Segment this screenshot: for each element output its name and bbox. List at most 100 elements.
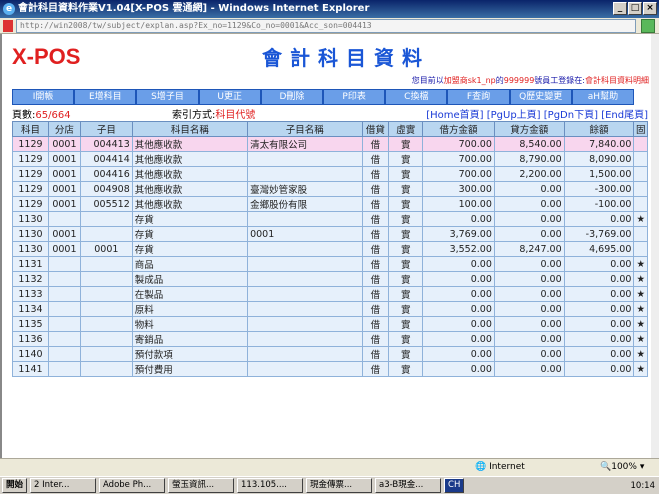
- taskbar-item[interactable]: 2 Inter...: [30, 478, 97, 493]
- minimize-button[interactable]: _: [613, 2, 627, 15]
- maximize-button[interactable]: □: [628, 2, 642, 15]
- table-row[interactable]: 1133 在製品借實 0.00 0.00 0.00 ★: [12, 286, 648, 302]
- ime-indicator[interactable]: CH: [444, 478, 465, 493]
- table-cell: 0.00: [493, 361, 565, 377]
- open-account-button[interactable]: I開帳: [13, 90, 74, 104]
- table-cell: 700.00: [422, 136, 495, 152]
- table-row[interactable]: 1129 0001 004416 其他應收款 借實 700.00 2,200.00 1,500…: [12, 166, 648, 182]
- table-cell: 0.00: [493, 226, 565, 242]
- table-row[interactable]: 1140 預付款項借實 0.00 0.00 0.00 ★: [12, 346, 648, 362]
- table-row[interactable]: 1131 商品借實 0.00 0.00 0.00 ★: [12, 256, 648, 272]
- zoom-control[interactable]: 🔍100% ▾: [600, 462, 645, 472]
- nav-pgup-link[interactable]: [PgUp上頁]: [486, 110, 541, 121]
- table-row[interactable]: 1129 0001 004413 其他應收款 清太有限公司借實 700.00 8,540.0…: [12, 136, 648, 152]
- table-cell: 0.00: [493, 286, 565, 302]
- table-cell: 004908: [79, 181, 133, 197]
- table-cell: [247, 166, 363, 182]
- table-cell: 實: [388, 286, 424, 302]
- table-row[interactable]: 1130 0001 0001 存貨借實 3,552.00 8,247.00 4,695.00: [12, 241, 648, 257]
- table-cell: 借: [361, 346, 390, 362]
- table-row[interactable]: 1130 存貨借實 0.00 0.00 0.00 ★: [12, 211, 648, 227]
- taskbar-item[interactable]: Adobe Ph...: [99, 478, 166, 493]
- table-cell: [247, 271, 363, 287]
- table-cell: 1130: [12, 211, 49, 227]
- taskbar: 開始 2 Inter... Adobe Ph... 螢玉資訊... 113.10…: [0, 476, 659, 494]
- table-cell: 實: [388, 181, 424, 197]
- page-label: 頁數:: [12, 110, 36, 121]
- logo: X-POS: [12, 44, 81, 69]
- taskbar-item[interactable]: 現金傳票...: [306, 478, 373, 493]
- fixed-star-icon: ★: [633, 361, 648, 377]
- table-row[interactable]: 1134 原料借實 0.00 0.00 0.00 ★: [12, 301, 648, 317]
- start-button[interactable]: 開始: [2, 478, 28, 493]
- table-cell: [79, 346, 133, 362]
- table-cell: 預付款項: [131, 346, 249, 362]
- column-header: 科目: [12, 121, 49, 137]
- scrollbar[interactable]: [651, 34, 659, 458]
- table-row[interactable]: 1130 0001 存貨 0001 借實 3,769.00 0.00 -3,769.00: [12, 226, 648, 242]
- close-button[interactable]: ×: [643, 2, 657, 15]
- nav-pgdn-link[interactable]: [PgDn下頁]: [543, 110, 598, 121]
- history-button[interactable]: Q歷史變更: [510, 90, 571, 104]
- taskbar-item[interactable]: 113.105....: [237, 478, 304, 493]
- table-cell: 4,695.00: [563, 241, 635, 257]
- table-cell: 借: [361, 196, 390, 212]
- table-row[interactable]: 1129 0001 004908 其他應收款 臺灣妙管家股借實 300.00 0.00 -30…: [12, 181, 648, 197]
- switch-file-button[interactable]: C換檔: [386, 90, 447, 104]
- refresh-icon[interactable]: [641, 19, 655, 33]
- table-row[interactable]: 1129 0001 005512 其他應收款 金鄉股份有限借實 100.00 0.00 -10…: [12, 196, 648, 212]
- fixed-star-icon: ★: [633, 301, 648, 317]
- table-row[interactable]: 1136 寄銷品借實 0.00 0.00 0.00 ★: [12, 331, 648, 347]
- table-cell: 借: [361, 256, 390, 272]
- table-cell: 1135: [12, 316, 49, 332]
- help-button[interactable]: aH幫助: [572, 90, 634, 104]
- table-cell: 300.00: [422, 181, 495, 197]
- table-row[interactable]: 1129 0001 004414 其他應收款 借實 700.00 8,790.00 8,090…: [12, 151, 648, 167]
- table-cell: 8,790.00: [493, 151, 565, 167]
- table-cell: 0.00: [563, 361, 635, 377]
- table-cell: 0.00: [422, 286, 495, 302]
- table-cell: 1130: [12, 226, 49, 242]
- table-cell: 1,500.00: [563, 166, 635, 182]
- nav-home-link[interactable]: [Home首頁]: [426, 110, 484, 121]
- table-cell: 7,840.00: [563, 136, 635, 152]
- table-cell: 清太有限公司: [247, 136, 363, 152]
- update-button[interactable]: U更正: [199, 90, 260, 104]
- taskbar-item[interactable]: a3-B現金...: [375, 478, 442, 493]
- print-button[interactable]: P印表: [324, 90, 385, 104]
- taskbar-item[interactable]: 螢玉資訊...: [168, 478, 235, 493]
- column-header: 貸方金額: [493, 121, 565, 137]
- add-subitem-button[interactable]: S增子目: [137, 90, 198, 104]
- table-cell: [247, 301, 363, 317]
- subject-table: 科目 分店 子目 科目名稱 子目名稱 借貸 虛實 借方金額 貸方金額 餘額固 1129 0001 00…: [12, 121, 648, 377]
- table-cell: 實: [388, 166, 424, 182]
- table-row[interactable]: 1135 物料借實 0.00 0.00 0.00 ★: [12, 316, 648, 332]
- table-row[interactable]: 1141 預付費用借實 0.00 0.00 0.00 ★: [12, 361, 648, 377]
- table-cell: [47, 346, 81, 362]
- fixed-star-icon: [633, 166, 648, 182]
- table-cell: 借: [361, 271, 390, 287]
- table-cell: 0001: [47, 196, 81, 212]
- table-cell: 0.00: [493, 346, 565, 362]
- address-bar: http://win2008/tw/subject/explan.asp?Ex_…: [0, 18, 659, 34]
- table-cell: 商品: [131, 256, 249, 272]
- search-button[interactable]: F查詢: [448, 90, 509, 104]
- table-cell: 0.00: [493, 211, 565, 227]
- address-input[interactable]: http://win2008/tw/subject/explan.asp?Ex_…: [16, 19, 636, 33]
- table-cell: 0.00: [422, 271, 495, 287]
- table-cell: 1129: [12, 166, 49, 182]
- table-cell: [247, 316, 363, 332]
- table-cell: [247, 361, 363, 377]
- table-cell: [47, 271, 81, 287]
- nav-end-link[interactable]: [End尾頁]: [601, 110, 648, 121]
- fixed-star-icon: [633, 196, 648, 212]
- table-cell: [47, 301, 81, 317]
- table-row[interactable]: 1132 製成品借實 0.00 0.00 0.00 ★: [12, 271, 648, 287]
- table-cell: 8,090.00: [563, 151, 635, 167]
- delete-button[interactable]: D刪除: [261, 90, 323, 104]
- table-cell: 0.00: [493, 316, 565, 332]
- table-cell: 1132: [12, 271, 49, 287]
- table-cell: [79, 211, 133, 227]
- column-header: 餘額: [563, 121, 635, 137]
- add-subject-button[interactable]: E增科目: [75, 90, 136, 104]
